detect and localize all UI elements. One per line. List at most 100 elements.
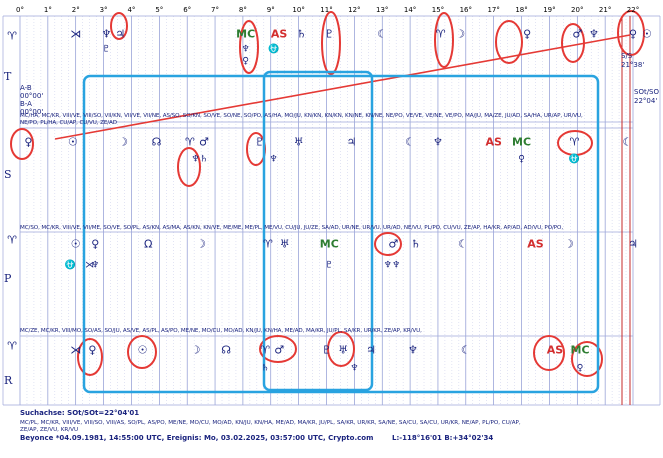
degree-tick-label: 2° xyxy=(71,6,80,14)
degree-tick-label: 20° xyxy=(571,6,584,14)
s-row-planet-glyph: AS xyxy=(485,135,502,149)
s-row-planet-glyph: ☾ xyxy=(405,135,416,149)
p-row-sub-glyph: ♆ xyxy=(392,260,401,271)
row-label-s: S xyxy=(4,168,12,181)
highlight-ellipse xyxy=(617,10,645,56)
red-highlight-marks xyxy=(10,10,645,377)
s-row-planet-glyph: ♇ xyxy=(254,135,265,149)
row-label-t: T xyxy=(4,70,12,83)
degree-tick-label: 10° xyxy=(292,6,305,14)
right-label-1: S/S xyxy=(621,52,633,60)
r-row-planet-glyph: ♀ xyxy=(88,343,97,357)
r-row-planet-glyph: ☊ xyxy=(221,343,232,357)
highlight-ellipse xyxy=(557,130,593,156)
s-row-planet-glyph: ♈ xyxy=(569,135,580,149)
s-row-planet-glyph: ♃ xyxy=(346,135,357,149)
highlight-ellipse xyxy=(239,20,259,74)
p-row-sub-glyph: ♆ xyxy=(91,260,100,271)
p-row-planet-glyph: ♃ xyxy=(628,237,638,251)
r-row-planet-glyph: ♂ xyxy=(274,343,285,357)
r-row-sub-glyph: ♆ xyxy=(350,363,359,374)
p-row-aspects-1: MC/SO, MC/KR, VIII/VE, VII/ME, SO/VE, SO… xyxy=(20,225,564,231)
degree-tick-label: 7° xyxy=(211,6,220,14)
s-row-aspects-2: NE/PO, PL/HA, CU/AP, CU/VU, ZE/AD xyxy=(20,120,117,126)
p-row-sub-glyph: ⋊ xyxy=(85,260,95,271)
degree-tick-label: 17° xyxy=(487,6,500,14)
s-row-sub-glyph: ⛎ xyxy=(568,154,581,165)
p-row-planet-glyph: AS xyxy=(527,237,544,251)
p-row-planet-glyph: ♈ xyxy=(263,237,273,251)
t-row-planet-glyph: ♂ xyxy=(572,27,583,41)
info-ab-value: 00°00' xyxy=(20,92,44,100)
r-row-planet-glyph: ♃ xyxy=(366,343,377,357)
highlight-ellipse xyxy=(321,11,341,75)
right-label-2: SOt/SO xyxy=(634,88,660,96)
degree-tick-label: 5° xyxy=(155,6,164,14)
degree-tick-label: 21° xyxy=(598,6,612,14)
s-row-aspects-1: MC/HA, MC/KR, VIII/VE, VIII/SO, VII/KN, … xyxy=(20,113,583,119)
highlight-ellipse xyxy=(127,335,157,369)
p-row-sub-glyph: ♇ xyxy=(325,260,334,271)
s-row-planet-glyph: ♈ xyxy=(185,135,195,149)
p-row-planet-glyph: Ω xyxy=(143,237,153,251)
footer-aspects-1: MC/PL, MC/KR, VIII/VE, VIII/SO, VIII/AS,… xyxy=(20,420,521,426)
inner-selection-box xyxy=(262,70,374,392)
p-row-planet-glyph: ☽ xyxy=(563,237,574,251)
p-row-planet-glyph: ☽ xyxy=(196,237,207,251)
degree-tick-label: 15° xyxy=(431,6,445,14)
t-row-planet-glyph: AS xyxy=(270,27,288,41)
t-row-planet-glyph: ♄ xyxy=(296,27,307,41)
s-row-planet-glyph: ☾ xyxy=(622,135,633,149)
r-row-planet-glyph: ☾ xyxy=(460,343,471,357)
t-row-planet-glyph: ♆ xyxy=(101,27,112,41)
p-row-planet-glyph: ♀ xyxy=(91,237,100,251)
highlight-ellipse xyxy=(561,23,585,63)
r-row-planet-glyph: ♈ xyxy=(260,343,271,357)
dotted-grid xyxy=(26,16,627,405)
highlight-ellipse xyxy=(533,335,565,371)
row-label-p: P xyxy=(4,272,12,285)
s-row-planet-glyph: ☽ xyxy=(118,135,129,149)
t-row-planet-glyph: MC xyxy=(236,27,256,41)
t-row-planet-glyph: ♀ xyxy=(523,27,532,41)
degree-tick-label: 13° xyxy=(376,6,389,14)
aries-icon: ♈ xyxy=(7,29,17,43)
s-row-planet-glyph: MC xyxy=(512,135,532,149)
s-row-planet-glyph: ♅ xyxy=(293,135,304,149)
info-ba-label: B-A xyxy=(20,100,32,108)
search-axis-text: Suchachse: SOt/SOt=22°04'01 xyxy=(20,409,140,417)
highlight-ellipse xyxy=(434,12,454,68)
p-row-planet-glyph: MC xyxy=(319,237,339,251)
right-value-1: 21°38' xyxy=(621,61,645,69)
highlight-ellipse xyxy=(495,20,523,64)
p-row-planet-glyph: ♅ xyxy=(279,237,290,251)
t-row-planet-glyph: ☉ xyxy=(641,27,652,41)
coordinates-text: L:-118°16'01 B:+34°02'34 xyxy=(392,434,494,442)
highlight-ellipse xyxy=(327,331,355,367)
r-row-aspects-1: MC/ZE, MC/KR, VIII/MO, SO/AS, SO/JU, AS/… xyxy=(20,328,422,334)
r-row-planet-glyph: ♆ xyxy=(407,343,418,357)
t-row-planet-glyph: ☾ xyxy=(377,27,388,41)
highlight-ellipse xyxy=(10,128,34,160)
degree-tick-label: 11° xyxy=(320,6,333,14)
red-annotation-line xyxy=(54,34,631,140)
r-row-sub-glyph: ♀ xyxy=(576,363,584,374)
p-row-sub-glyph: ⛎ xyxy=(64,260,76,271)
highlight-ellipse xyxy=(374,232,402,256)
t-row-planet-glyph: ♈ xyxy=(435,27,446,41)
t-row-planet-glyph: ⋊ xyxy=(70,27,82,41)
highlight-ellipse xyxy=(77,338,103,376)
degree-tick-label: 14° xyxy=(403,6,417,14)
t-row-sub-glyph: ⛎ xyxy=(267,44,280,55)
r-row-sub-glyph: ♄ xyxy=(261,363,270,374)
r-row-planet-glyph: ⋊ xyxy=(70,343,82,357)
row-label-r: R xyxy=(4,374,13,387)
t-row-planet-glyph: ♀ xyxy=(628,27,638,41)
row-separators xyxy=(2,15,661,406)
s-row-sub-glyph: ♆ xyxy=(269,154,278,165)
s-row-sub-glyph: ♆ xyxy=(191,154,200,165)
s-row-sub-glyph: ♀ xyxy=(518,154,525,165)
r-row-planet-glyph: ☉ xyxy=(137,343,148,357)
degree-tick-label: 8° xyxy=(238,6,247,14)
